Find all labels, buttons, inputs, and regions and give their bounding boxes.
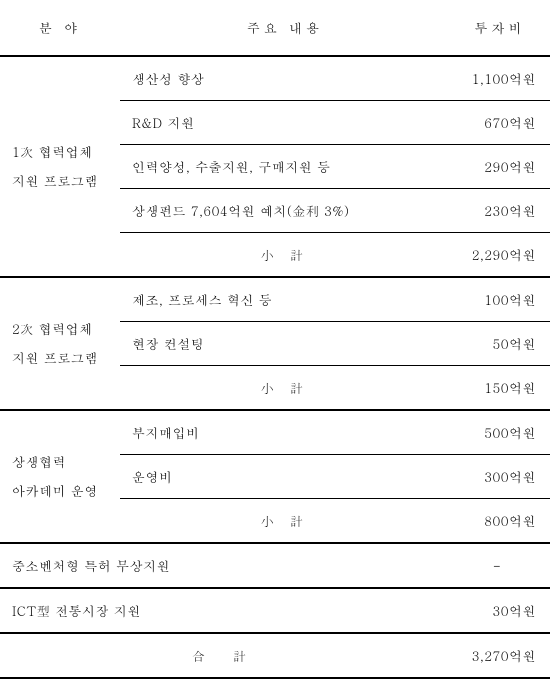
amount-cell: -	[450, 543, 550, 588]
category-line2: 지원 프로그램	[12, 167, 112, 196]
investment-table: 분 야 주요 내용 투자비 1次 협력업체 지원 프로그램 생산성 향상 1,1…	[0, 0, 550, 679]
content-cell: 제조, 프로세스 혁신 등	[120, 277, 450, 322]
category-line1: 1次 협력업체	[12, 138, 112, 167]
subtotal-label: 小 計	[120, 499, 450, 544]
content-cell: 상생펀드 7,604억원 예치(金利 3%)	[120, 189, 450, 233]
category-cell: 1次 협력업체 지원 프로그램	[0, 56, 120, 277]
content-cell: 현장 컨설팅	[120, 322, 450, 366]
category-line1: 2次 협력업체	[12, 315, 112, 344]
amount-cell: 500억원	[450, 410, 550, 455]
table-row: 중소벤처형 특허 무상지원 -	[0, 543, 550, 588]
amount-cell: 670억원	[450, 101, 550, 145]
amount-cell: 1,100억원	[450, 56, 550, 101]
content-cell: 중소벤처형 특허 무상지원	[0, 543, 450, 588]
amount-cell: 230억원	[450, 189, 550, 233]
header-amount: 투자비	[450, 0, 550, 56]
table-row: 1次 협력업체 지원 프로그램 생산성 향상 1,100억원	[0, 56, 550, 101]
amount-cell: 290억원	[450, 145, 550, 189]
content-cell: 부지매입비	[120, 410, 450, 455]
amount-cell: 50억원	[450, 322, 550, 366]
content-cell: 생산성 향상	[120, 56, 450, 101]
content-cell: R&D 지원	[120, 101, 450, 145]
subtotal-amount: 800억원	[450, 499, 550, 544]
category-line2: 지원 프로그램	[12, 344, 112, 373]
category-line2: 아카데미 운영	[12, 477, 112, 506]
total-amount: 3,270억원	[450, 633, 550, 678]
content-cell: 인력양성, 수출지원, 구매지원 등	[120, 145, 450, 189]
table-row: 2次 협력업체 지원 프로그램 제조, 프로세스 혁신 등 100억원	[0, 277, 550, 322]
table-row: ICT型 전통시장 지원 30억원	[0, 588, 550, 633]
table-header: 분 야 주요 내용 투자비	[0, 0, 550, 56]
amount-cell: 300억원	[450, 455, 550, 499]
subtotal-amount: 150억원	[450, 366, 550, 411]
category-cell: 2次 협력업체 지원 프로그램	[0, 277, 120, 410]
table-row: 상생협력 아카데미 운영 부지매입비 500억원	[0, 410, 550, 455]
content-cell: ICT型 전통시장 지원	[0, 588, 450, 633]
amount-cell: 100억원	[450, 277, 550, 322]
content-cell: 운영비	[120, 455, 450, 499]
category-cell: 상생협력 아카데미 운영	[0, 410, 120, 543]
category-line1: 상생협력	[12, 448, 112, 477]
total-label: 合 計	[0, 633, 450, 678]
total-row: 合 計 3,270억원	[0, 633, 550, 678]
subtotal-label: 小 計	[120, 233, 450, 278]
header-category: 분 야	[0, 0, 120, 56]
subtotal-amount: 2,290억원	[450, 233, 550, 278]
subtotal-label: 小 計	[120, 366, 450, 411]
amount-cell: 30억원	[450, 588, 550, 633]
header-content: 주요 내용	[120, 0, 450, 56]
